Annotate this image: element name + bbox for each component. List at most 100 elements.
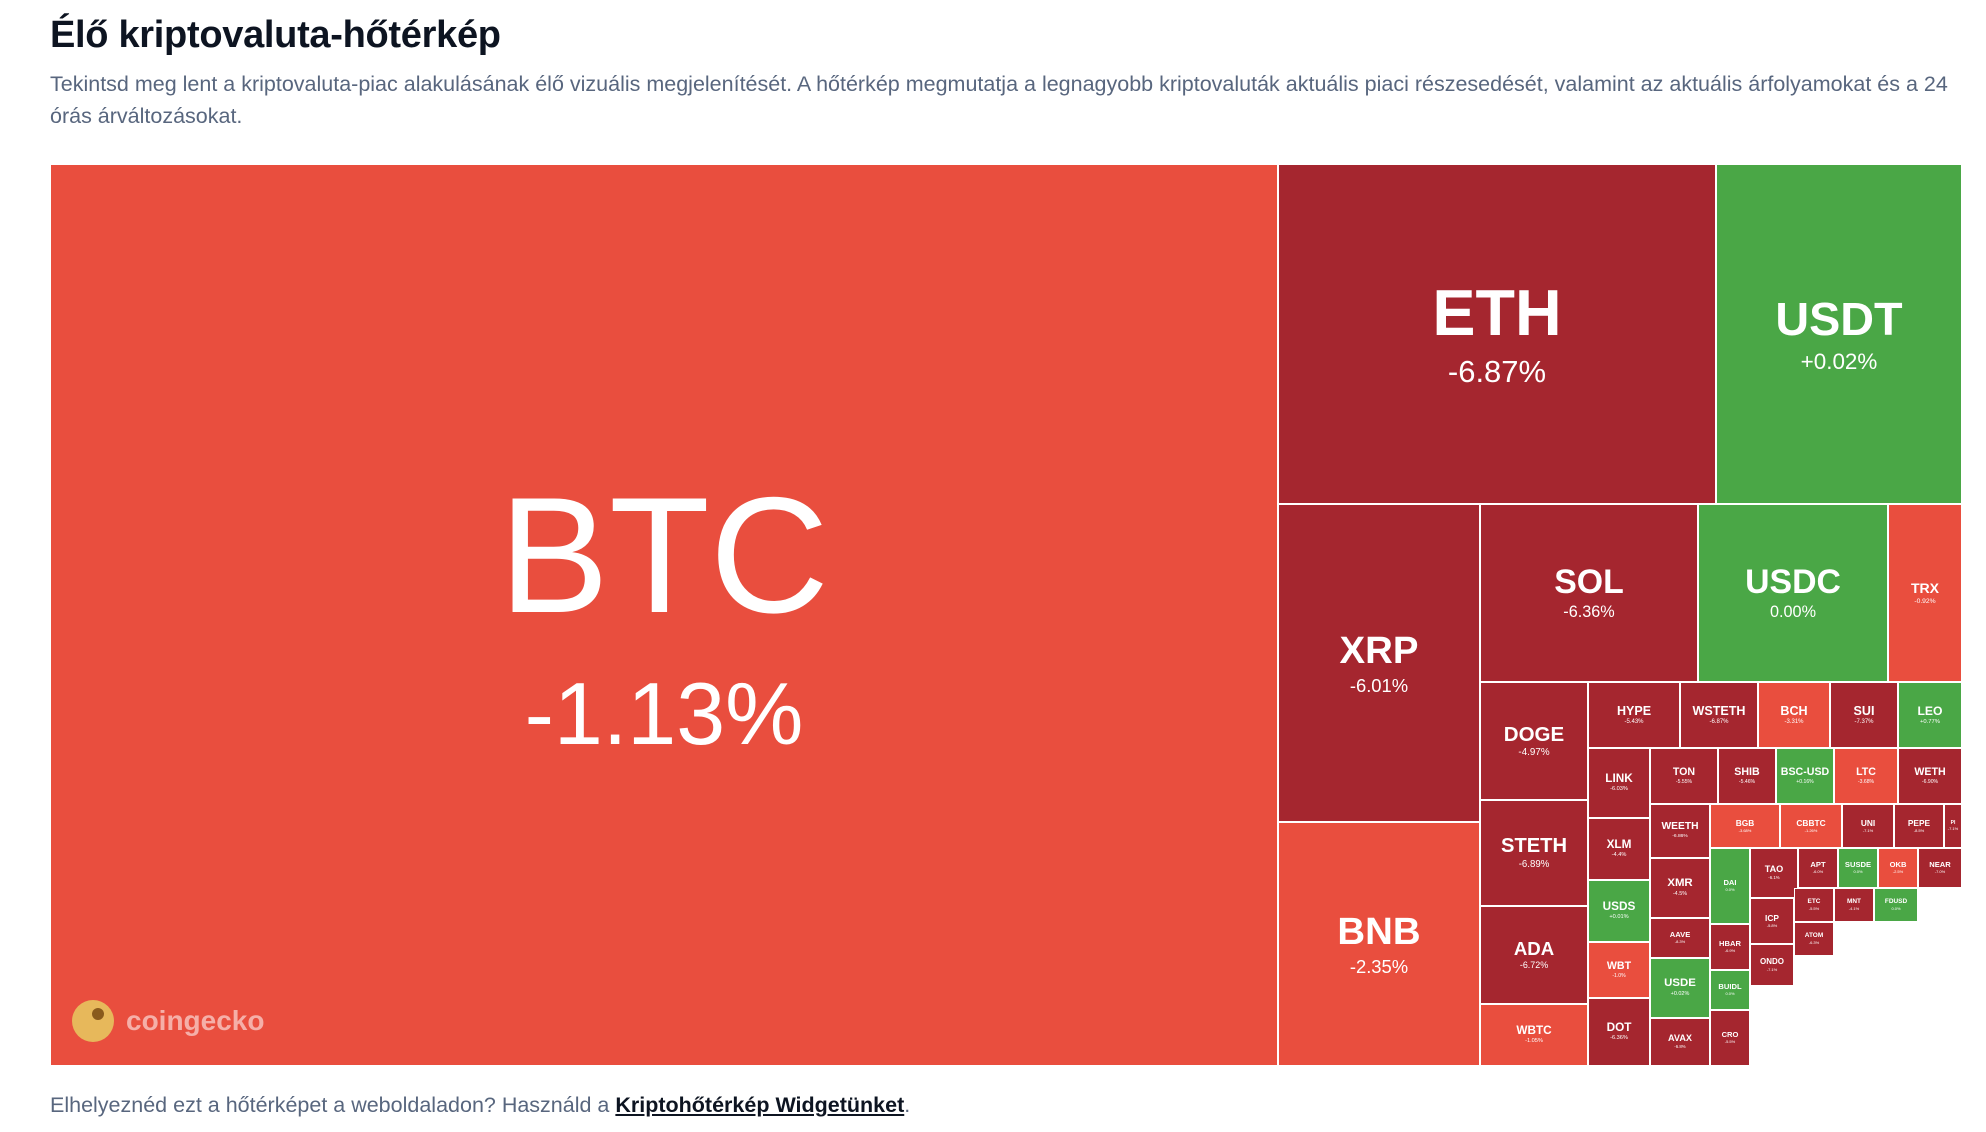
tile-change: -6.36% [1610,1034,1628,1041]
tile-change: -6.90% [1921,778,1939,785]
tile-symbol: WSTETH [1692,703,1746,718]
heatmap-tile-near[interactable]: NEAR -7.0% [1918,848,1962,888]
tile-change: -6.0% [1812,869,1824,875]
heatmap-tile-link[interactable]: LINK -6.03% [1588,748,1650,818]
heatmap-tile-wbtc[interactable]: WBTC -1.05% [1480,1004,1588,1066]
footer-text: Elhelyeznéd ezt a hőtérképet a weboldala… [50,1093,910,1118]
heatmap-tile-hype[interactable]: HYPE -5.43% [1588,682,1680,748]
tile-symbol: DAI [1723,878,1737,888]
tile-change: -6.8% [1674,1044,1686,1050]
heatmap-tile-usdc[interactable]: USDC 0.00% [1698,504,1888,682]
tile-symbol: TAO [1764,864,1784,875]
tile-change: -7.1% [1862,827,1874,833]
crypto-heatmap: BTC -1.13% ETH -6.87% USDT +0.02% XRP -6.01% BNB… [50,164,1962,1066]
tile-change: +0.01% [1609,913,1629,920]
heatmap-tile-bgb[interactable]: BGB -3.68% [1710,804,1780,848]
heatmap-tile-aave[interactable]: AAVE -8.3% [1650,918,1710,958]
heatmap-tile-sui[interactable]: SUI -7.37% [1830,682,1898,748]
heatmap-tile-usds[interactable]: USDS +0.01% [1588,880,1650,942]
tile-symbol: WETH [1914,766,1946,779]
heatmap-tile-ada[interactable]: ADA -6.72% [1480,906,1588,1004]
tile-change: -7.1% [1766,966,1778,972]
tile-symbol: USDC [1745,562,1841,601]
tile-change: -4.1% [1848,905,1860,911]
tile-change: -0.92% [1914,597,1936,605]
heatmap-tile-ltc[interactable]: LTC -3.68% [1834,748,1898,804]
heatmap-tile-ton[interactable]: TON -5.55% [1650,748,1718,804]
tile-symbol: ADA [1513,938,1555,960]
tile-change: -5.5% [1724,1039,1736,1045]
tile-change: +0.02% [1800,348,1878,374]
tile-symbol: OKB [1889,860,1907,870]
tile-symbol: BNB [1337,909,1421,953]
tile-change: +0.16% [1796,778,1814,785]
heatmap-tile-okb[interactable]: OKB -2.5% [1878,848,1918,888]
heatmap-tile-steth[interactable]: STETH -6.89% [1480,800,1588,906]
tile-symbol: SHIB [1734,766,1760,779]
heatmap-tile-cro[interactable]: CRO -5.5% [1710,1010,1750,1066]
heatmap-tile-icp[interactable]: ICP -5.8% [1750,898,1794,944]
heatmap-tile-xlm[interactable]: XLM -4.4% [1588,818,1650,880]
tile-symbol: WEETH [1661,821,1699,833]
tile-change: -2.5% [1892,869,1904,875]
heatmap-tile-pi[interactable]: PI -7.1% [1944,804,1962,848]
tile-symbol: BTC [499,463,829,648]
heatmap-tile-xmr[interactable]: XMR -4.5% [1650,858,1710,918]
heatmap-tile-eth[interactable]: ETH -6.87% [1278,164,1716,504]
tile-change: -5.43% [1624,719,1644,726]
heatmap-tile-usdt[interactable]: USDT +0.02% [1716,164,1962,504]
heatmap-tile-usde[interactable]: USDE +0.02% [1650,958,1710,1018]
tile-symbol: ONDO [1760,957,1784,967]
heatmap-tile-sol[interactable]: SOL -6.36% [1480,504,1698,682]
tile-symbol: USDE [1664,977,1696,990]
page-title: Élő kriptovaluta-hőtérkép [50,14,501,56]
heatmap-tile-bch[interactable]: BCH -3.31% [1758,682,1830,748]
heatmap-tile-atom[interactable]: ATOM -6.3% [1794,922,1834,956]
tile-symbol: CRO [1721,1030,1739,1040]
tile-symbol: HYPE [1616,703,1652,718]
heatmap-tile-mnt[interactable]: MNT -4.1% [1834,888,1874,922]
heatmap-tile-trx[interactable]: TRX -0.92% [1888,504,1962,682]
tile-change: -6.1% [1768,875,1780,881]
heatmap-tile-pepe[interactable]: PEPE -8.5% [1894,804,1944,848]
tile-symbol: USDS [1602,900,1636,914]
tile-symbol: ATOM [1804,932,1824,940]
heatmap-tile-uni[interactable]: UNI -7.1% [1842,804,1894,848]
heatmap-tile-buidl[interactable]: BUIDL 0.0% [1710,970,1750,1010]
heatmap-widget-link[interactable]: Kriptohőtérkép Widgetünket [615,1093,905,1117]
tile-symbol: WBT [1606,960,1632,973]
tile-symbol: MNT [1847,898,1861,906]
heatmap-tile-doge[interactable]: DOGE -4.97% [1480,682,1588,800]
heatmap-tile-leo[interactable]: LEO +0.77% [1898,682,1962,748]
tile-change: -6.72% [1519,960,1549,971]
tile-change: -1.05% [1525,1037,1543,1044]
tile-symbol: UNI [1860,818,1876,829]
heatmap-tile-weth[interactable]: WETH -6.90% [1898,748,1962,804]
heatmap-tile-dot[interactable]: DOT -6.36% [1588,998,1650,1066]
heatmap-tile-ondo[interactable]: ONDO -7.1% [1750,944,1794,986]
tile-change: -5.55% [1675,778,1693,785]
tile-symbol: HBAR [1719,939,1741,949]
heatmap-tile-tao[interactable]: TAO -6.1% [1750,848,1798,898]
heatmap-tile-apt[interactable]: APT -6.0% [1798,848,1838,888]
heatmap-tile-cbbtc[interactable]: CBBTC -1.26% [1780,804,1842,848]
tile-change: 0.0% [1725,991,1735,997]
tile-symbol: APT [1810,860,1826,870]
heatmap-tile-bsc-usd[interactable]: BSC-USD +0.16% [1776,748,1834,804]
footer-prefix: Elhelyeznéd ezt a hőtérképet a weboldala… [50,1093,610,1117]
heatmap-tile-etc[interactable]: ETC -5.5% [1794,888,1834,922]
heatmap-tile-susde[interactable]: SUSDE 0.0% [1838,848,1878,888]
heatmap-tile-btc[interactable]: BTC -1.13% [50,164,1278,1066]
coingecko-logo: coingecko [72,1000,264,1042]
heatmap-tile-shib[interactable]: SHIB -5.46% [1718,748,1776,804]
heatmap-tile-xrp[interactable]: XRP -6.01% [1278,504,1480,822]
heatmap-tile-dai[interactable]: DAI 0.0% [1710,848,1750,924]
heatmap-tile-fdusd[interactable]: FDUSD 0.0% [1874,888,1918,922]
heatmap-tile-hbar[interactable]: HBAR -6.9% [1710,924,1750,970]
heatmap-tile-bnb[interactable]: BNB -2.35% [1278,822,1480,1066]
heatmap-tile-avax[interactable]: AVAX -6.8% [1650,1018,1710,1066]
coingecko-gecko-icon [72,1000,114,1042]
heatmap-tile-wsteth[interactable]: WSTETH -6.87% [1680,682,1758,748]
heatmap-tile-wbt[interactable]: WBT -1.0% [1588,942,1650,998]
heatmap-tile-weeth[interactable]: WEETH -6.86% [1650,804,1710,858]
